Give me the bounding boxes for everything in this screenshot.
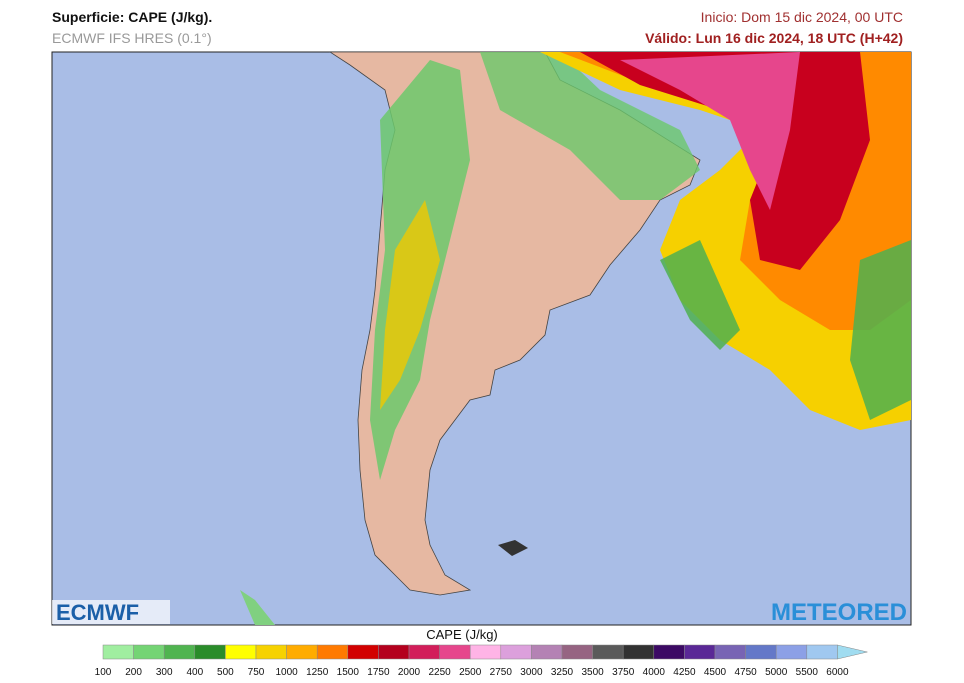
islands [498,540,528,556]
colorbar-segment [378,644,410,660]
colorbar-tick-label: 400 [186,667,203,678]
colorbar-tick-label: 2500 [459,667,482,678]
colorbar-segment [469,644,502,660]
colorbar-segment [500,644,532,660]
colorbar-extend [837,644,868,660]
colorbar-segment [439,644,471,660]
colorbar-tick-label: 2000 [398,667,421,678]
colorbar-tick-label: 300 [156,667,173,678]
precip-green [660,240,911,420]
colorbar-segment [775,644,808,660]
colorbar-tick-label: 500 [217,667,234,678]
colorbar-segment [225,644,257,660]
valid-time: Válido: Lun 16 dic 2024, 18 UTC (H+42) [645,30,903,46]
colorbar-segment [133,644,165,660]
colorbar-tick-label: 4750 [734,667,757,678]
colorbar-segment [622,644,655,660]
colorbar-segment [286,644,318,660]
map: ECMWF METEORED [51,51,912,626]
colorbar-tick-label: 2250 [428,667,451,678]
colorbar-segment [102,644,134,660]
colorbar-tick-label: 3250 [551,667,574,678]
colorbar-segment [255,644,287,660]
colorbar-tick-label: 1000 [275,667,298,678]
colorbar-tick-label: 1250 [306,667,329,678]
colorbar-tick-label: 4000 [643,667,666,678]
colorbar-segment [531,644,563,660]
map-title: Superficie: CAPE (J/kg). [52,9,212,25]
colorbar-label: CAPE (J/kg) [426,627,498,642]
colorbar-segment [163,644,196,660]
colorbar-segment [592,644,624,660]
model-name: ECMWF IFS HRES (0.1°) [52,30,212,46]
colorbar-tick-label: 5500 [796,667,819,678]
init-time: Inicio: Dom 15 dic 2024, 00 UTC [701,9,903,25]
colorbar-segment [408,644,440,660]
colorbar-tick-label: 3500 [581,667,604,678]
precip-green [240,590,275,625]
colorbar-tick-label: 3000 [520,667,543,678]
colorbar-tick-label: 4250 [673,667,696,678]
meteored-logo: METEORED [771,599,907,626]
colorbar-tick-label: 2750 [490,667,513,678]
colorbar-segment [347,644,379,660]
colorbar-tick-label: 3750 [612,667,635,678]
colorbar-tick-label: 1750 [367,667,390,678]
colorbar-tick-label: 4500 [704,667,727,678]
colorbar-tick-label: 1500 [337,667,360,678]
colorbar-segment [653,644,685,660]
colorbar-segment [714,644,746,660]
cape-red [580,52,870,270]
colorbar-tick-label: 6000 [826,667,849,678]
colorbar-segment [194,644,226,660]
ecmwf-logo: ECMWF [56,600,139,625]
colorbar: 100 200 300 400 500 750 1000 1250 1500 1750 2000 22… [95,644,868,678]
colorbar-segment [561,644,593,660]
precip-green [480,52,700,200]
colorbar-segment [316,644,349,660]
precip-yellow [380,200,440,410]
colorbar-segment [745,644,777,660]
logo-bg [52,600,170,624]
cape-pink [620,52,800,210]
colorbar-segment [684,644,716,660]
colorbar-segment [806,644,838,660]
colorbar-tick-label: 5000 [765,667,788,678]
colorbar-tick-label: 750 [248,667,265,678]
colorbar-tick-label: 200 [125,667,142,678]
colorbar-tick-label: 100 [95,667,112,678]
